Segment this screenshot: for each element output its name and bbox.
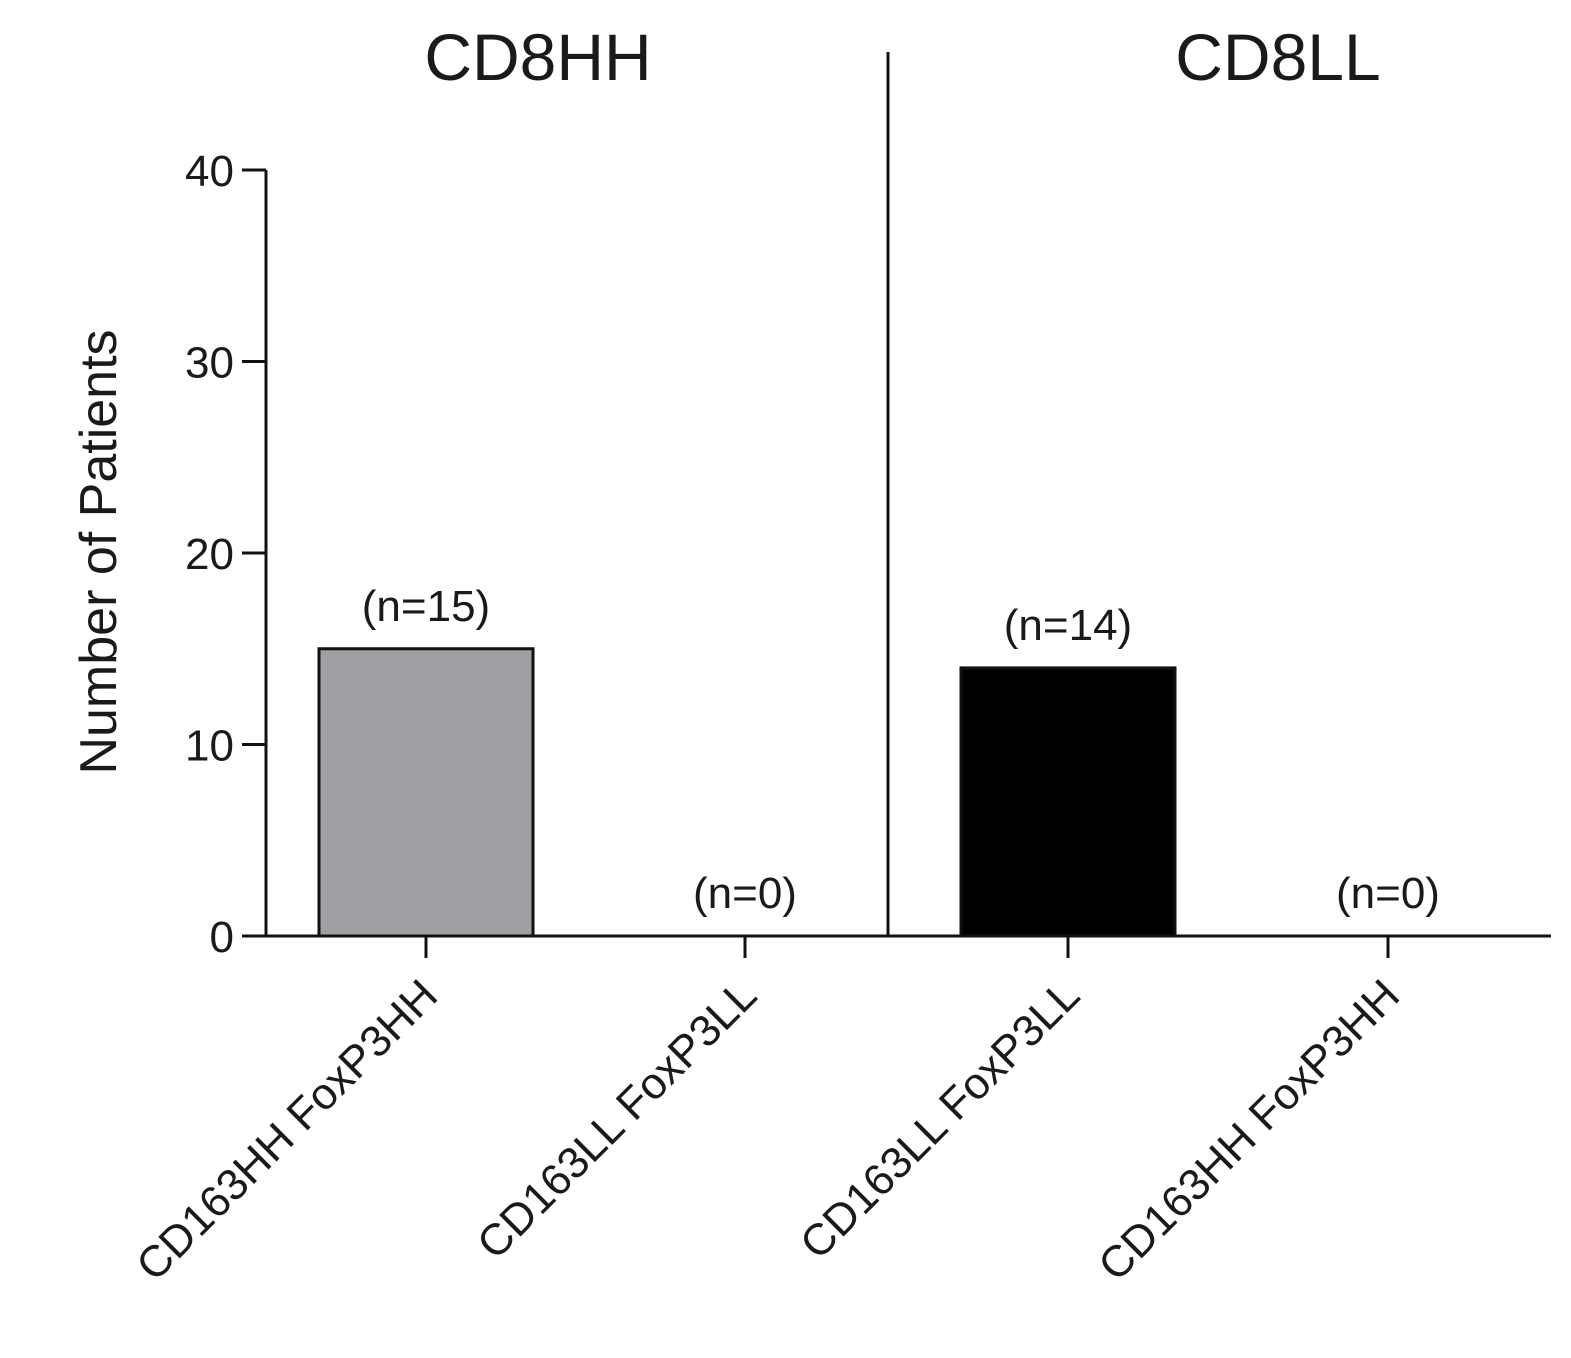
y-axis-label: Number of Patients	[70, 329, 128, 774]
x-tick-label: CD163LL FoxP3LL	[791, 970, 1089, 1268]
x-ticks: CD163HH FoxP3HH CD163LL FoxP3LL CD163LL Fo…	[127, 936, 1409, 1290]
x-tick-label: CD163LL FoxP3LL	[468, 970, 766, 1268]
data-label: (n=0)	[1336, 869, 1440, 918]
y-tick-label: 20	[185, 530, 234, 579]
data-label: (n=15)	[362, 582, 490, 631]
y-ticks: 0 10 20 30 40	[185, 147, 266, 962]
y-tick-label: 30	[185, 339, 234, 388]
panel-title-left: CD8HH	[424, 20, 651, 94]
y-tick-label: 0	[210, 913, 234, 962]
y-tick-label: 10	[185, 722, 234, 771]
x-tick-label: CD163HH FoxP3HH	[1089, 970, 1409, 1290]
bars: (n=15) (n=0) (n=14) (n=0)	[317, 582, 1440, 938]
y-tick-label: 40	[185, 147, 234, 196]
data-label: (n=0)	[693, 869, 797, 918]
x-tick-label: CD163HH FoxP3HH	[127, 970, 447, 1290]
bar	[959, 666, 1177, 938]
data-label: (n=14)	[1004, 601, 1132, 650]
panel-title-right: CD8LL	[1175, 20, 1380, 94]
bar	[317, 647, 535, 938]
